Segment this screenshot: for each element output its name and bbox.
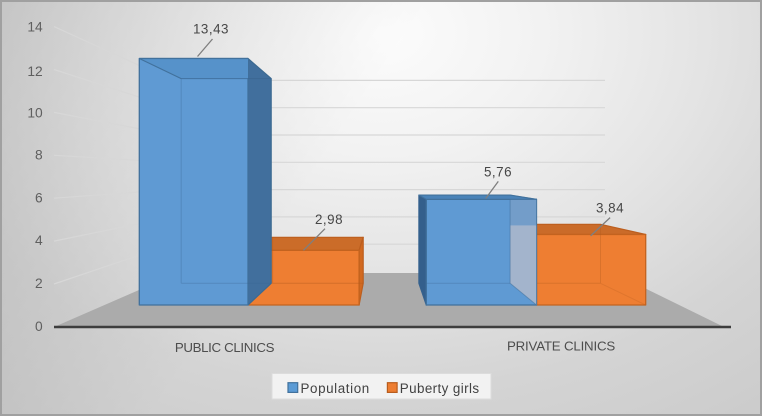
svg-text:0: 0 bbox=[35, 319, 43, 334]
svg-text:10: 10 bbox=[27, 105, 43, 120]
svg-text:8: 8 bbox=[35, 147, 43, 162]
svg-text:5,76: 5,76 bbox=[484, 164, 512, 179]
svg-text:2,98: 2,98 bbox=[315, 212, 343, 227]
svg-text:PRIVATE CLINICS: PRIVATE CLINICS bbox=[507, 338, 615, 353]
svg-text:Population: Population bbox=[301, 381, 370, 396]
svg-text:Puberty girls: Puberty girls bbox=[400, 381, 480, 396]
svg-text:6: 6 bbox=[35, 190, 43, 205]
svg-text:13,43: 13,43 bbox=[193, 22, 229, 37]
svg-text:14: 14 bbox=[27, 19, 43, 34]
svg-text:3,84: 3,84 bbox=[596, 200, 624, 215]
svg-text:PUBLIC CLINICS: PUBLIC CLINICS bbox=[175, 340, 275, 355]
svg-text:2: 2 bbox=[35, 276, 43, 291]
svg-text:4: 4 bbox=[35, 233, 43, 248]
svg-text:12: 12 bbox=[27, 64, 42, 79]
